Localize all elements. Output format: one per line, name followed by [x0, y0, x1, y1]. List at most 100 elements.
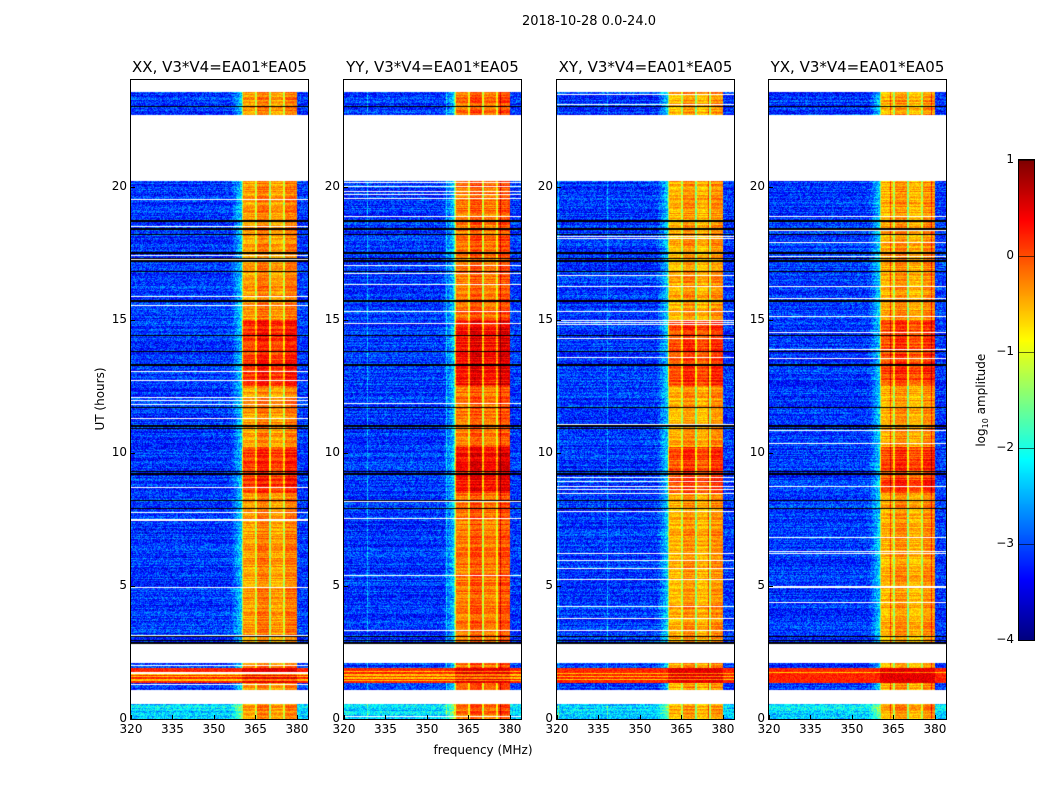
y-tick-mark [769, 319, 773, 321]
y-tick-mark [557, 319, 561, 321]
y-tick-label: 5 [119, 577, 127, 592]
y-tick-label: 20 [749, 178, 765, 193]
y-tick-mark [131, 719, 135, 720]
y-tick-mark [344, 452, 348, 454]
panel-title: XX, V3*V4=EA01*EA05 [132, 58, 307, 76]
colorbar-label: log10 amplitude [974, 340, 990, 460]
x-tick-mark [426, 715, 428, 719]
x-tick-label: 350 [202, 722, 226, 736]
x-tick-label: 350 [415, 722, 439, 736]
colorbar-label-rest: amplitude [973, 353, 988, 419]
y-tick-mark [131, 585, 135, 587]
colorbar-tick-label: −2 [996, 440, 1014, 454]
colorbar-tick-label: −3 [996, 536, 1014, 550]
x-tick-mark [934, 715, 936, 719]
x-tick-mark [296, 715, 298, 719]
y-tick-mark [131, 186, 135, 188]
colorbar-tick-label: 1 [1006, 152, 1014, 166]
x-tick-mark [639, 715, 641, 719]
x-tick-mark [810, 715, 812, 719]
y-tick-mark [769, 719, 773, 720]
colorbar-tick-label: −4 [996, 632, 1014, 646]
y-tick-label: 5 [332, 577, 340, 592]
y-tick-label: 5 [757, 577, 765, 592]
heatmap-canvas [344, 80, 521, 719]
x-tick-label: 380 [711, 722, 735, 736]
x-tick-label: 335 [374, 722, 397, 736]
y-tick-label: 0 [757, 711, 765, 725]
colorbar-tick-label: −1 [996, 344, 1014, 358]
heatmap-canvas [769, 80, 946, 719]
y-tick-mark [131, 319, 135, 321]
y-tick-mark [769, 452, 773, 454]
colorbar-label-base: log [973, 428, 988, 447]
x-tick-mark [468, 715, 470, 719]
heatmap-panel [343, 79, 522, 720]
y-tick-label: 0 [545, 711, 553, 725]
y-tick-label: 5 [545, 577, 553, 592]
x-tick-mark [557, 715, 558, 719]
y-tick-label: 0 [332, 711, 340, 725]
y-tick-mark [557, 719, 561, 720]
y-tick-label: 15 [324, 311, 340, 326]
x-tick-mark [385, 715, 387, 719]
y-tick-label: 20 [324, 178, 340, 193]
y-tick-mark [557, 585, 561, 587]
panel-title: YX, V3*V4=EA01*EA05 [770, 58, 945, 76]
x-tick-label: 365 [670, 722, 693, 736]
y-tick-mark [344, 319, 348, 321]
y-tick-mark [769, 585, 773, 587]
y-tick-label: 10 [537, 444, 553, 459]
x-tick-label: 320 [332, 722, 356, 736]
x-tick-label: 380 [285, 722, 309, 736]
x-tick-label: 320 [545, 722, 569, 736]
x-tick-label: 335 [799, 722, 822, 736]
x-tick-label: 365 [244, 722, 267, 736]
y-tick-label: 0 [119, 711, 127, 725]
x-tick-label: 335 [587, 722, 610, 736]
heatmap-panel [130, 79, 309, 720]
colorbar [1018, 159, 1035, 641]
y-tick-label: 15 [537, 311, 553, 326]
y-tick-mark [344, 186, 348, 188]
y-tick-mark [344, 719, 348, 720]
heatmap-panel [768, 79, 947, 720]
x-tick-label: 350 [628, 722, 652, 736]
colorbar-tick-mark [1019, 448, 1034, 449]
colorbar-tick-mark [1019, 352, 1034, 353]
x-tick-mark [769, 715, 770, 719]
x-tick-mark [131, 715, 132, 719]
y-tick-mark [557, 452, 561, 454]
x-tick-label: 350 [840, 722, 864, 736]
colorbar-tick-mark [1019, 256, 1034, 257]
panel-title: YY, V3*V4=EA01*EA05 [346, 58, 519, 76]
colorbar-tick-label: 0 [1006, 248, 1014, 262]
x-tick-label: 320 [119, 722, 143, 736]
x-tick-mark [893, 715, 895, 719]
y-tick-label: 10 [111, 444, 127, 459]
x-tick-mark [255, 715, 257, 719]
panel-title: XY, V3*V4=EA01*EA05 [558, 58, 733, 76]
y-tick-label: 20 [537, 178, 553, 193]
y-tick-mark [344, 585, 348, 587]
y-tick-label: 15 [749, 311, 765, 326]
y-tick-label: 10 [749, 444, 765, 459]
x-tick-mark [509, 715, 511, 719]
colorbar-label-sub: 10 [981, 418, 991, 429]
figure-title: 2018-10-28 0.0-24.0 [522, 14, 656, 29]
y-tick-mark [557, 186, 561, 188]
x-axis-label: frequency (MHz) [433, 743, 533, 757]
x-tick-label: 380 [498, 722, 522, 736]
x-tick-mark [722, 715, 724, 719]
x-tick-label: 335 [161, 722, 184, 736]
y-tick-label: 15 [111, 311, 127, 326]
x-tick-mark [344, 715, 345, 719]
y-tick-mark [131, 452, 135, 454]
y-tick-label: 20 [111, 178, 127, 193]
colorbar-tick-mark [1019, 160, 1034, 161]
x-tick-mark [598, 715, 600, 719]
heatmap-panel [556, 79, 735, 720]
x-tick-label: 380 [923, 722, 947, 736]
heatmap-canvas [131, 80, 308, 719]
heatmap-canvas [557, 80, 734, 719]
